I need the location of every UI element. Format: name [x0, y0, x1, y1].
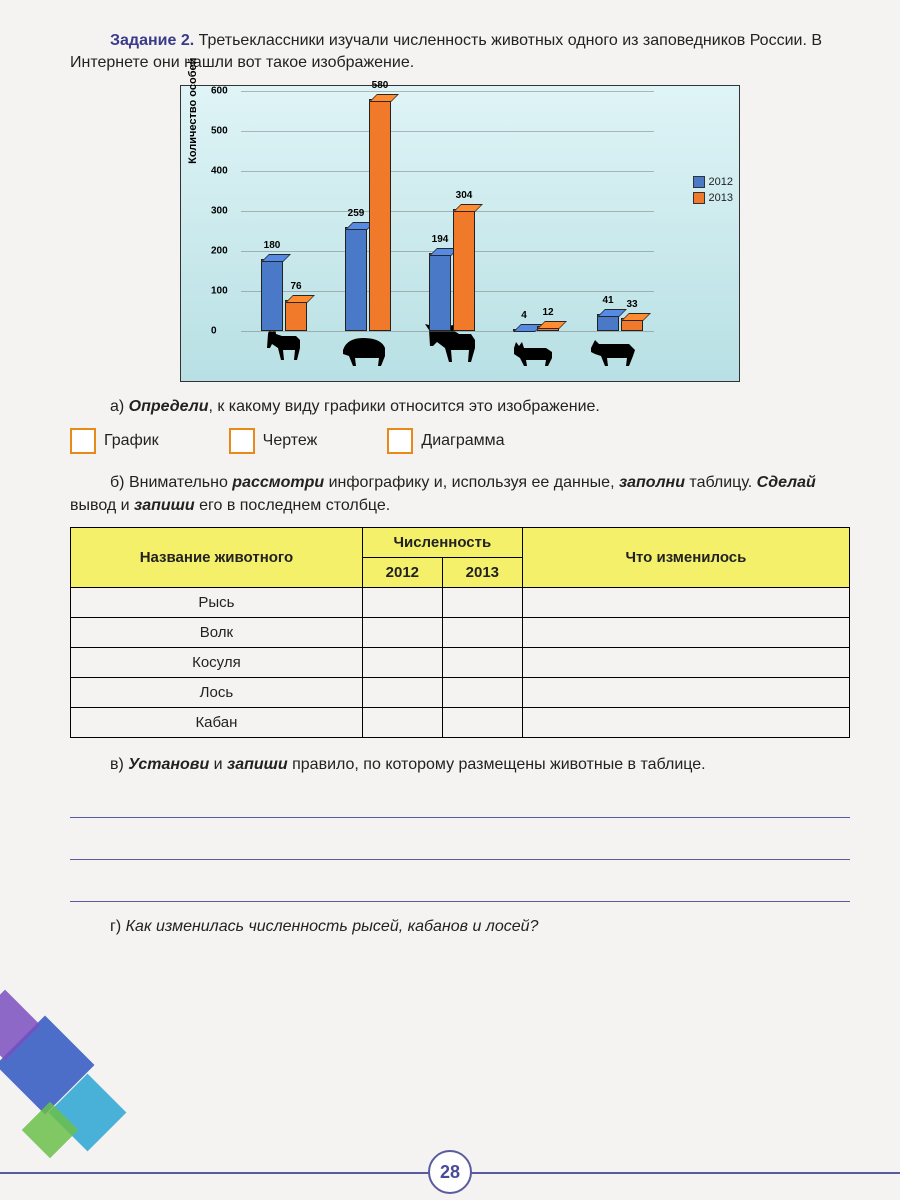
question-b: б) Внимательно рассмотри инфографику и, …	[70, 472, 850, 517]
cell-2012[interactable]	[362, 617, 442, 647]
animal-table: Название животного Численность Что измен…	[70, 527, 850, 738]
cell-2013[interactable]	[442, 587, 522, 617]
checkbox[interactable]	[387, 428, 413, 454]
lynx-icon	[508, 338, 556, 377]
question-d: г) Как изменилась численность рысей, каб…	[70, 916, 850, 938]
checkbox[interactable]	[229, 428, 255, 454]
answer-line[interactable]	[70, 790, 850, 818]
th-2013: 2013	[442, 557, 522, 587]
question-c: в) Установи и запиши правило, по котором…	[70, 754, 850, 776]
page-number: 28	[428, 1150, 472, 1194]
page-decoration	[0, 980, 150, 1160]
table-row: Волк	[71, 617, 850, 647]
option-label: Диаграмма	[421, 432, 504, 450]
cell-change[interactable]	[522, 587, 849, 617]
cell-change[interactable]	[522, 617, 849, 647]
option-2[interactable]: Диаграмма	[387, 428, 504, 454]
animal-name: Рысь	[71, 587, 363, 617]
legend-2013: 2013	[693, 192, 733, 204]
option-label: График	[104, 432, 159, 450]
cell-2013[interactable]	[442, 647, 522, 677]
th-2012: 2012	[362, 557, 442, 587]
options-row: График Чертеж Диаграмма	[70, 428, 850, 454]
animal-name: Кабан	[71, 707, 363, 737]
th-change: Что изменилось	[522, 527, 849, 587]
answer-line[interactable]	[70, 874, 850, 902]
option-label: Чертеж	[263, 432, 318, 450]
wolf-icon	[587, 336, 639, 377]
animal-name: Волк	[71, 617, 363, 647]
table-row: Рысь	[71, 587, 850, 617]
x-axis-icons	[241, 331, 654, 381]
cell-2012[interactable]	[362, 677, 442, 707]
th-count: Численность	[362, 527, 522, 557]
bar-chart: Количество особей 0100200300400500600180…	[180, 85, 740, 382]
legend-2012: 2012	[693, 176, 733, 188]
table-row: Кабан	[71, 707, 850, 737]
task-label: Задание 2.	[110, 32, 194, 49]
th-name: Название животного	[71, 527, 363, 587]
checkbox[interactable]	[70, 428, 96, 454]
option-1[interactable]: Чертеж	[229, 428, 318, 454]
cell-2013[interactable]	[442, 707, 522, 737]
boar-icon	[337, 332, 391, 377]
animal-name: Лось	[71, 677, 363, 707]
cell-2013[interactable]	[442, 617, 522, 647]
chart-legend: 2012 2013	[693, 176, 733, 208]
answer-line[interactable]	[70, 832, 850, 860]
y-axis-label: Количество особей	[187, 57, 199, 163]
animal-name: Косуля	[71, 647, 363, 677]
question-a: а) Определи, к какому виду графики относ…	[70, 396, 850, 418]
cell-2012[interactable]	[362, 707, 442, 737]
cell-2012[interactable]	[362, 647, 442, 677]
cell-2013[interactable]	[442, 677, 522, 707]
cell-change[interactable]	[522, 647, 849, 677]
cell-change[interactable]	[522, 677, 849, 707]
cell-change[interactable]	[522, 707, 849, 737]
cell-2012[interactable]	[362, 587, 442, 617]
option-0[interactable]: График	[70, 428, 159, 454]
table-row: Лось	[71, 677, 850, 707]
table-row: Косуля	[71, 647, 850, 677]
